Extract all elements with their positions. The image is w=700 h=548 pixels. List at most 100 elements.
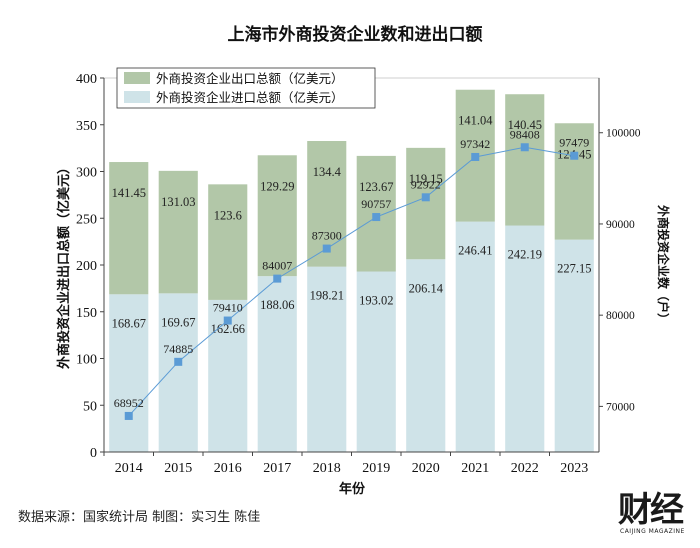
x-tick-label-2018: 2018 bbox=[313, 461, 341, 476]
y2-axis: 70000 80000 90000 100000 bbox=[598, 78, 641, 452]
label-import-2015: 169.67 bbox=[161, 315, 195, 329]
line-enterprise-count bbox=[128, 146, 575, 417]
point-count-2019 bbox=[372, 213, 381, 222]
x-tick-label-2023: 2023 bbox=[560, 461, 588, 476]
x-tick-label-2022: 2022 bbox=[511, 461, 539, 476]
legend-swatch-export bbox=[124, 72, 150, 84]
point-count-2017 bbox=[273, 274, 282, 283]
label-import-2017: 188.06 bbox=[260, 298, 294, 312]
source-note: 数据来源：国家统计局 制图：实习生 陈佳 bbox=[18, 510, 261, 525]
chart-title: 上海市外商投资企业数和进出口额 bbox=[228, 24, 483, 45]
label-count-2020: 92922 bbox=[411, 177, 441, 191]
legend: 外商投资企业出口总额（亿美元） 外商投资企业进口总额（亿美元） bbox=[116, 67, 376, 109]
x-tick-label-2021: 2021 bbox=[461, 461, 489, 476]
label-import-2014: 168.67 bbox=[112, 316, 146, 330]
bar-export-2020 bbox=[406, 147, 446, 260]
x-tick-label-2016: 2016 bbox=[214, 461, 242, 476]
bar-export-2015 bbox=[158, 170, 198, 294]
label-count-2014: 68952 bbox=[114, 396, 144, 410]
bars-group: 168.67 141.45 169.67 131.03 162.66 123.6 188.0… bbox=[109, 89, 594, 452]
point-count-2014 bbox=[124, 411, 133, 420]
label-import-2018: 198.21 bbox=[310, 289, 344, 303]
bar-import-2022 bbox=[505, 225, 545, 452]
label-export-2022: 140.45 bbox=[508, 118, 542, 132]
bar-import-2015 bbox=[158, 293, 198, 452]
bar-import-2021 bbox=[455, 221, 495, 452]
label-export-2014: 141.45 bbox=[112, 186, 146, 200]
bar-import-2023 bbox=[554, 239, 594, 452]
label-count-2018: 87300 bbox=[312, 229, 342, 243]
label-export-2021: 141.04 bbox=[458, 114, 493, 128]
label-import-2021: 246.41 bbox=[458, 244, 492, 258]
x-tick-label-2017: 2017 bbox=[263, 461, 291, 476]
y2-axis-label: 外商投资企业数（户） bbox=[656, 205, 671, 325]
label-count-2015: 74885 bbox=[163, 342, 193, 356]
x-tick-label-2020: 2020 bbox=[412, 461, 440, 476]
point-count-2023 bbox=[570, 151, 579, 160]
x-tick-label-2015: 2015 bbox=[164, 461, 192, 476]
bar-import-2016 bbox=[208, 299, 248, 452]
y2-tick-label-70000: 70000 bbox=[606, 401, 635, 413]
logo-text: 财经 bbox=[618, 490, 684, 530]
legend-label-export: 外商投资企业出口总额（亿美元） bbox=[156, 71, 344, 86]
y-tick-label-300: 300 bbox=[76, 166, 97, 181]
bar-export-2017 bbox=[257, 155, 297, 277]
y-tick-label-100: 100 bbox=[76, 353, 97, 368]
label-count-2017: 84007 bbox=[262, 259, 292, 273]
point-count-2020 bbox=[421, 193, 430, 202]
bar-import-2018 bbox=[307, 266, 347, 452]
bar-import-2017 bbox=[257, 276, 297, 452]
label-import-2023: 227.15 bbox=[557, 262, 591, 276]
y-tick-label-250: 250 bbox=[76, 212, 97, 227]
x-tick-label-2019: 2019 bbox=[362, 461, 390, 476]
x-tick-label-2014: 2014 bbox=[115, 461, 143, 476]
legend-label-import: 外商投资企业进口总额（亿美元） bbox=[156, 90, 344, 105]
label-import-2020: 206.14 bbox=[409, 281, 444, 295]
label-export-2017: 129.29 bbox=[260, 179, 294, 193]
caijing-logo: 财经 CAIJING MAGAZINE bbox=[618, 492, 688, 540]
y-axis: 0 50 100 150 200 250 300 350 400 bbox=[76, 72, 105, 461]
label-import-2016: 162.66 bbox=[211, 322, 245, 336]
y-tick-label-150: 150 bbox=[76, 306, 97, 321]
bar-export-2023 bbox=[554, 123, 594, 240]
bar-import-2020 bbox=[406, 259, 446, 452]
y-tick-label-350: 350 bbox=[76, 119, 97, 134]
y-tick-label-400: 400 bbox=[76, 72, 97, 87]
label-export-2015: 131.03 bbox=[161, 195, 195, 209]
y-tick-label-0: 0 bbox=[90, 446, 97, 461]
y-axis-label: 外商投资企业进出口总额（亿美元） bbox=[56, 161, 72, 370]
label-count-2016: 79410 bbox=[213, 301, 243, 315]
label-import-2019: 193.02 bbox=[359, 294, 393, 308]
bar-export-2016 bbox=[208, 184, 248, 300]
label-count-2023: 97479 bbox=[559, 136, 589, 150]
label-export-2020: 119.15 bbox=[409, 172, 443, 186]
label-import-2022: 242.19 bbox=[508, 248, 542, 262]
y-tick-label-50: 50 bbox=[83, 399, 97, 414]
bar-export-2022 bbox=[505, 94, 545, 226]
label-export-2019: 123.67 bbox=[359, 180, 393, 194]
legend-box bbox=[116, 67, 376, 109]
bar-export-2014 bbox=[109, 162, 149, 295]
y2-tick-label-100000: 100000 bbox=[606, 128, 641, 140]
legend-swatch-import bbox=[124, 91, 150, 103]
x-axis: 2014 2015 2016 2017 2018 2019 2020 2021 2022 2023 bbox=[103, 451, 599, 476]
y2-tick-label-80000: 80000 bbox=[606, 310, 635, 322]
label-export-2018: 134.4 bbox=[313, 165, 342, 179]
point-count-2015 bbox=[174, 357, 183, 366]
bar-import-2014 bbox=[109, 294, 149, 452]
label-count-2019: 90757 bbox=[361, 197, 391, 211]
point-count-2022 bbox=[520, 143, 529, 152]
point-count-2018 bbox=[322, 244, 331, 253]
point-count-2016 bbox=[223, 316, 232, 325]
y2-tick-label-90000: 90000 bbox=[606, 219, 635, 231]
label-count-2021: 97342 bbox=[460, 137, 490, 151]
label-count-2022: 98408 bbox=[510, 127, 540, 141]
label-export-2016: 123.6 bbox=[214, 208, 242, 222]
point-count-2021 bbox=[471, 152, 480, 161]
y-tick-label-200: 200 bbox=[76, 259, 97, 274]
line-group: 68952 74885 79410 84007 87300 90757 92922 97342… bbox=[114, 127, 589, 420]
x-axis-label: 年份 bbox=[339, 481, 366, 497]
logo-subtext: CAIJING MAGAZINE bbox=[620, 528, 685, 535]
bar-import-2019 bbox=[356, 271, 396, 452]
